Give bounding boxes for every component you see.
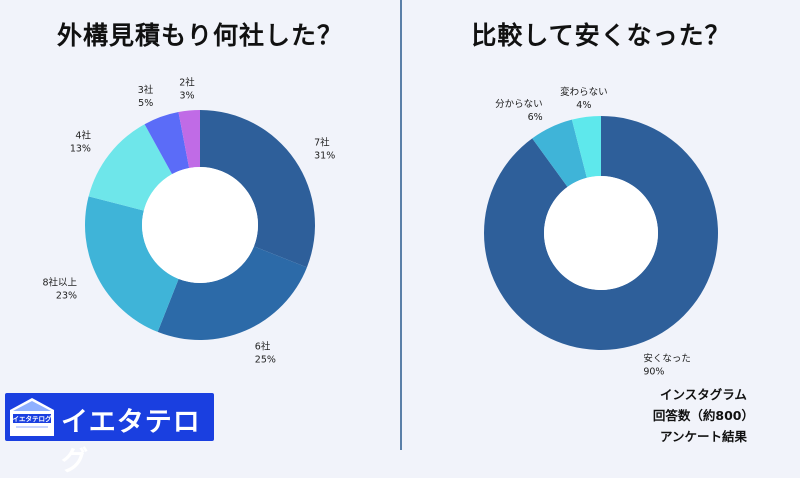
slice-label-category: 4社 bbox=[75, 129, 91, 141]
slice-label-value: 6% bbox=[528, 112, 543, 123]
slice-label-category: 3社 bbox=[138, 84, 154, 96]
slice-label-category: 7社 bbox=[314, 136, 330, 148]
slice-label-category: 分からない bbox=[495, 99, 543, 110]
left-donut-chart: 7社 31% 6社 25% 8社以上 23% 4社 13% 3社 5% 2社 3% bbox=[42, 77, 335, 366]
donut-slice-left-3 bbox=[88, 124, 173, 211]
donut-slice-left-1 bbox=[157, 246, 307, 340]
logo-badge-text: イエタテログ bbox=[13, 414, 52, 423]
donut-slice-right-1 bbox=[532, 119, 587, 187]
slice-label-category: 2社 bbox=[179, 77, 195, 89]
donut-hole bbox=[142, 167, 258, 283]
donut-slice-right-2 bbox=[571, 116, 601, 178]
donut-hole bbox=[544, 176, 658, 290]
donut-slice-left-4 bbox=[144, 112, 190, 175]
slice-label-category: 8社以上 bbox=[42, 277, 77, 289]
logo-brand-text: イエタテログ bbox=[61, 407, 201, 477]
left-chart-title: 外構見積もり何社した？ bbox=[56, 21, 343, 50]
slice-label-category: 6社 bbox=[255, 341, 271, 353]
right-chart-title: 比較して安くなった？ bbox=[471, 21, 731, 50]
slice-label-value: 23% bbox=[56, 291, 77, 302]
slice-label-value: 5% bbox=[138, 98, 153, 109]
donut-slice-left-5 bbox=[178, 110, 200, 169]
slice-label-category: 安くなった bbox=[643, 352, 691, 364]
left-chart-panel: 外構見積もり何社した？ 7社 31% 6社 25% 8社以上 23% 4社 13% 3社 5% 2社… bbox=[0, 0, 400, 450]
survey-note-line1: インスタグラム bbox=[660, 387, 747, 402]
survey-note-line3: アンケート結果 bbox=[659, 429, 747, 444]
donut-slice-right-0 bbox=[484, 116, 718, 350]
slice-label-value: 3% bbox=[179, 91, 194, 102]
slice-label-value: 90% bbox=[643, 366, 664, 377]
donut-slice-left-2 bbox=[85, 196, 179, 332]
logo: イエタテログ イエタテログ bbox=[5, 393, 214, 477]
house-logo-icon: イエタテログ bbox=[10, 398, 54, 436]
slice-label-value: 13% bbox=[70, 143, 91, 154]
slice-label-category: 変わらない bbox=[560, 86, 608, 98]
slice-label-value: 25% bbox=[255, 355, 276, 366]
survey-note: インスタグラム 回答数（約800） アンケート結果 bbox=[653, 384, 754, 447]
panel-divider bbox=[400, 0, 402, 450]
slice-label-value: 31% bbox=[314, 150, 335, 161]
donut-slice-left-0 bbox=[200, 110, 315, 268]
right-chart-panel: 比較して安くなった？ 安くなった 90% 分からない 6% 変わらない 4% bbox=[402, 0, 800, 450]
slice-label-value: 4% bbox=[576, 100, 591, 111]
right-donut-chart: 安くなった 90% 分からない 6% 変わらない 4% bbox=[484, 86, 718, 377]
survey-note-line2: 回答数（約800） bbox=[652, 408, 754, 423]
